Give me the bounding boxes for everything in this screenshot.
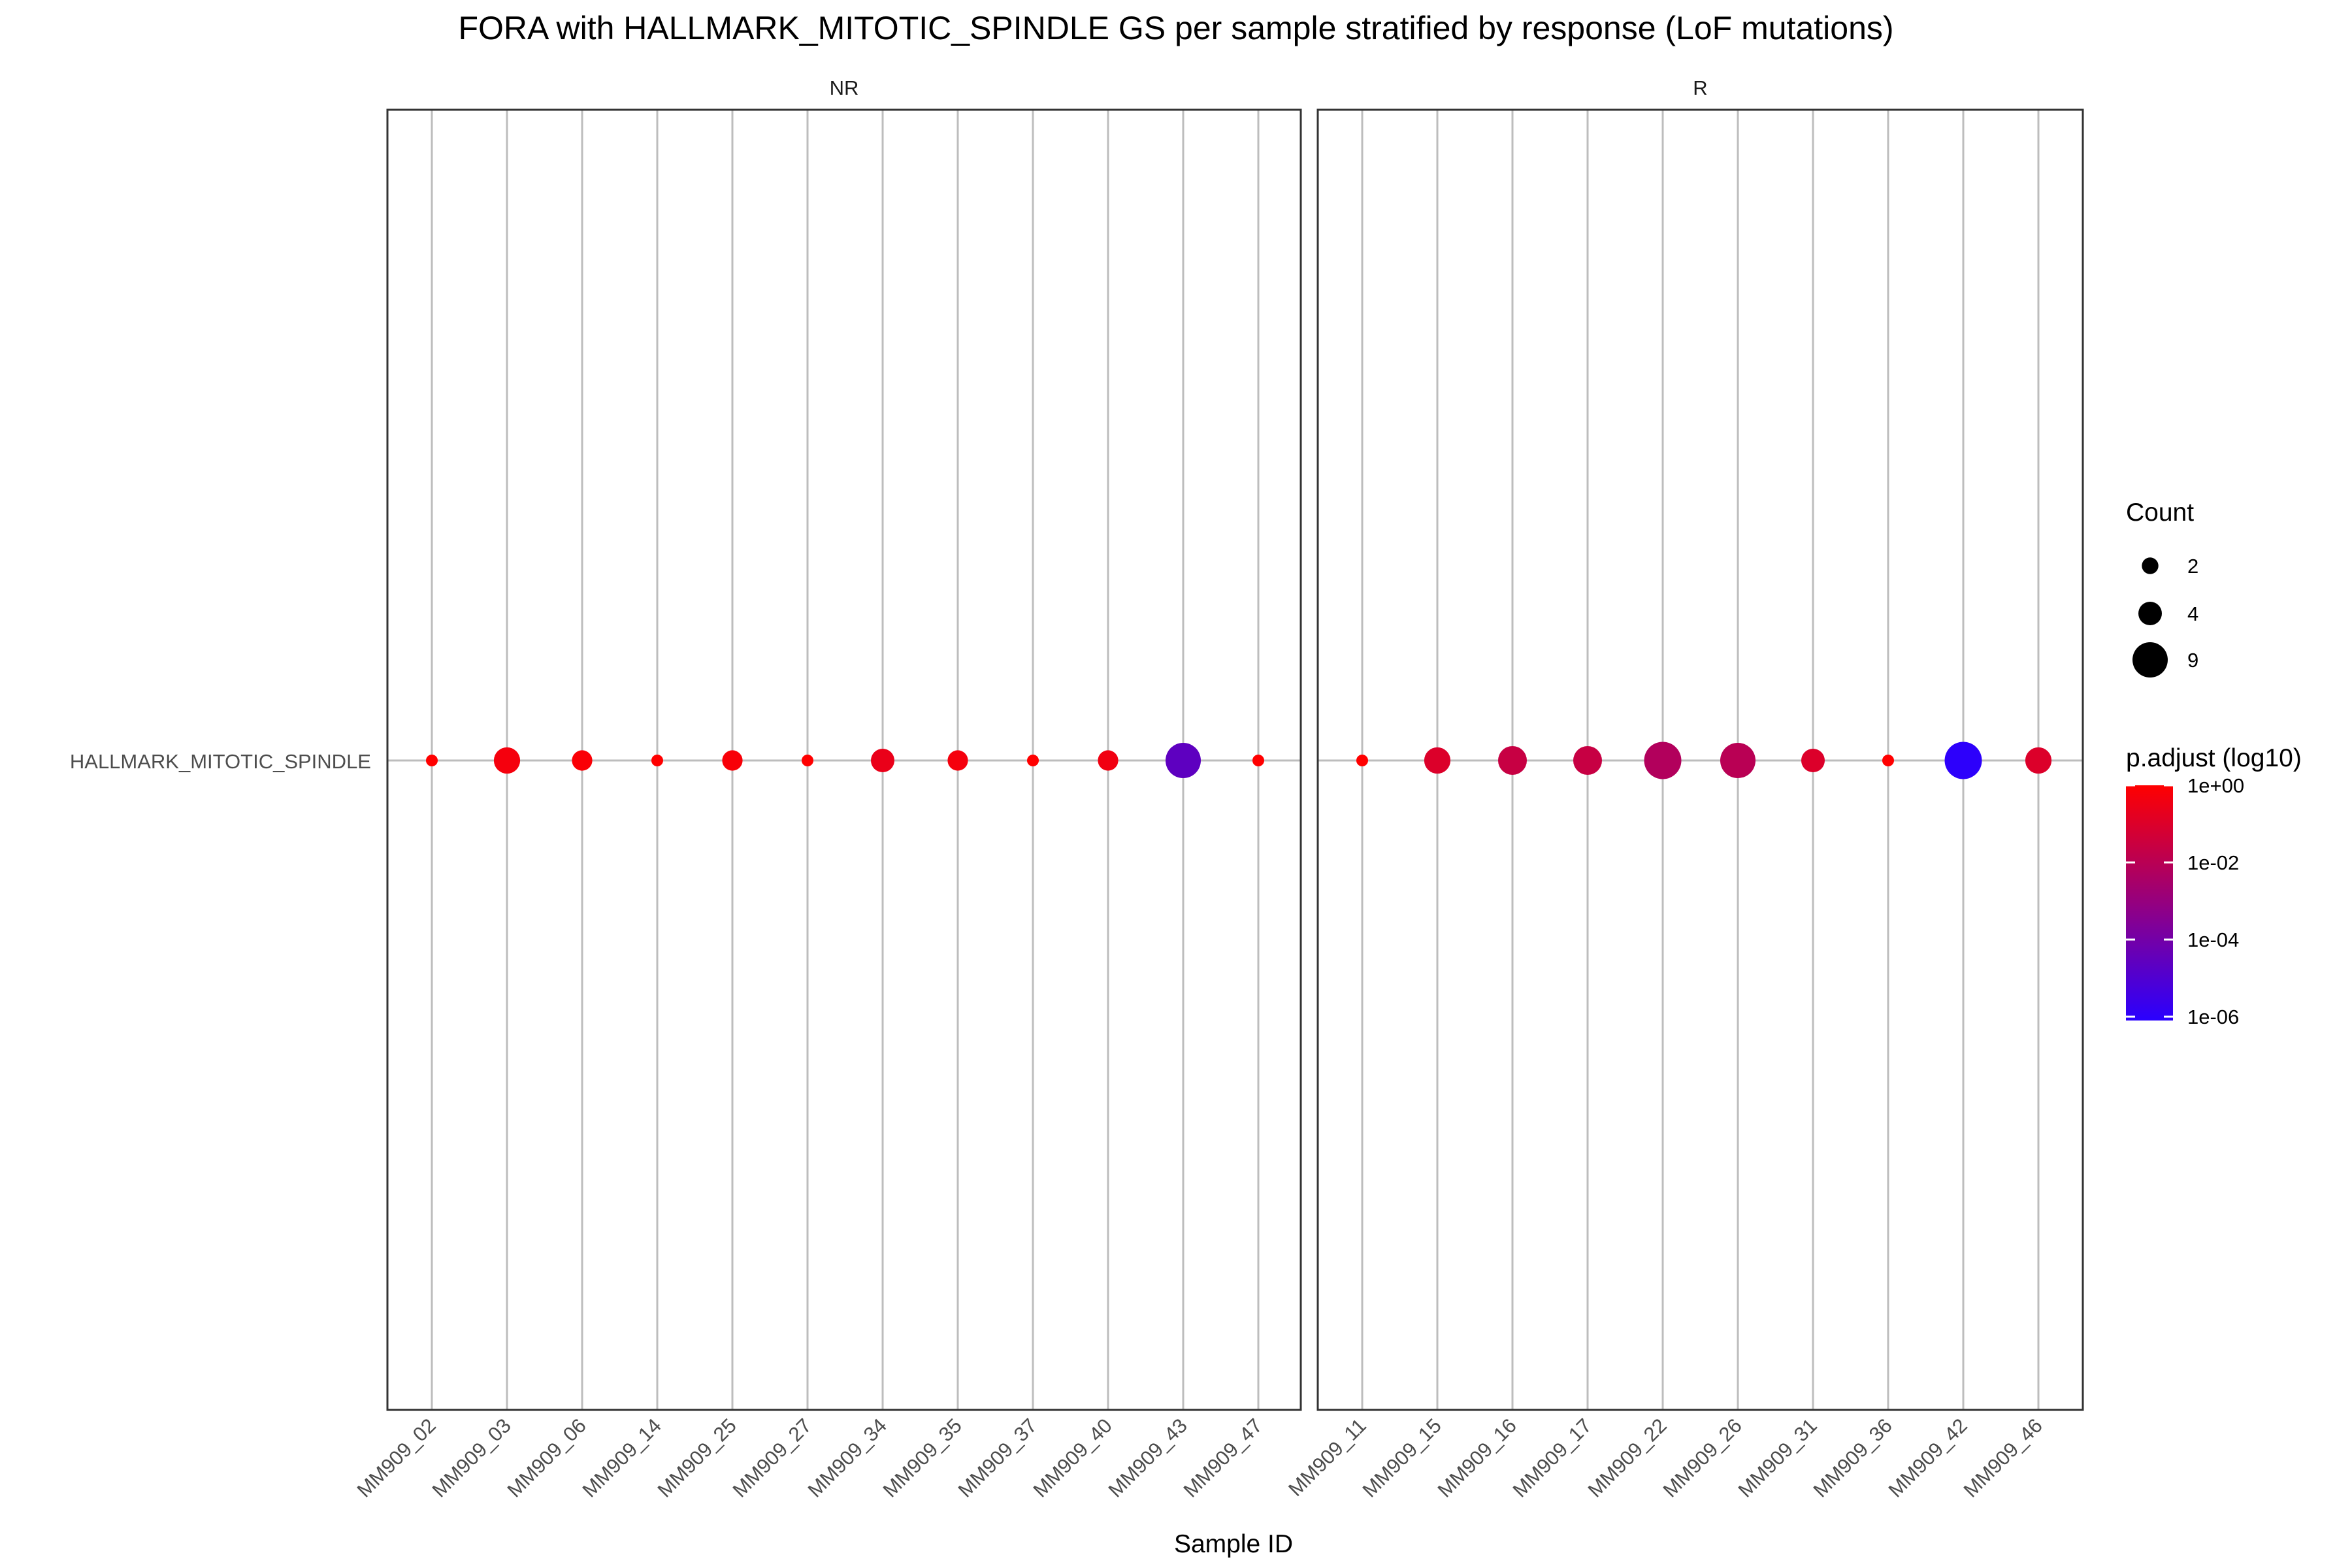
data-point-mm909-34 — [871, 749, 894, 772]
x-tick-label: MM909_35 — [879, 1414, 966, 1501]
data-point-mm909-35 — [947, 750, 968, 771]
data-point-mm909-42 — [1944, 742, 1982, 779]
size-legend-label: 4 — [2187, 602, 2198, 625]
size-legend-key — [2138, 602, 2162, 625]
x-tick-label: MM909_46 — [1959, 1414, 2047, 1501]
panels-layer: NRMM909_02MM909_03MM909_06MM909_14MM909_… — [353, 76, 2084, 1502]
x-tick-label: MM909_25 — [653, 1414, 741, 1501]
colorbar-label: 1e-04 — [2187, 928, 2239, 951]
data-point-mm909-17 — [1573, 746, 1602, 775]
size-legend-items: 2 4 9 — [2132, 555, 2198, 678]
x-tick-label: MM909_31 — [1734, 1414, 1821, 1501]
x-tick-label: MM909_26 — [1659, 1414, 1746, 1501]
colorbar — [2126, 785, 2173, 1021]
data-point-mm909-25 — [722, 750, 743, 771]
data-point-mm909-22 — [1644, 742, 1682, 779]
x-tick-label: MM909_06 — [503, 1414, 591, 1501]
x-axis-title: Sample ID — [1174, 1530, 1293, 1558]
data-point-mm909-43 — [1166, 743, 1201, 778]
x-tick-label: MM909_40 — [1029, 1414, 1117, 1501]
color-legend-title: p.adjust (log10) — [2126, 744, 2302, 772]
facet-panel-r: RMM909_11MM909_15MM909_16MM909_17MM909_2… — [1284, 76, 2084, 1502]
chart-title: FORA with HALLMARK_MITOTIC_SPINDLE GS pe… — [458, 10, 1893, 46]
facet-strip-label: R — [1693, 76, 1707, 99]
data-point-mm909-02 — [426, 755, 438, 766]
size-legend-label: 9 — [2187, 649, 2198, 672]
size-legend-key — [2142, 557, 2159, 574]
data-point-mm909-16 — [1498, 746, 1527, 775]
facet-panel-nr: NRMM909_02MM909_03MM909_06MM909_14MM909_… — [353, 76, 1302, 1502]
panel-border — [1316, 108, 2084, 1411]
x-tick-label: MM909_42 — [1884, 1414, 1972, 1501]
data-point-mm909-37 — [1027, 755, 1039, 766]
x-tick-label: MM909_47 — [1179, 1414, 1267, 1501]
data-point-mm909-15 — [1424, 747, 1451, 774]
data-point-mm909-11 — [1356, 755, 1368, 766]
x-tick-label: MM909_43 — [1104, 1414, 1192, 1501]
colorbar-label: 1e-02 — [2187, 851, 2239, 874]
data-point-mm909-36 — [1882, 755, 1894, 766]
data-point-mm909-26 — [1720, 743, 1756, 778]
size-legend-title: Count — [2126, 498, 2194, 527]
x-tick-label: MM909_17 — [1509, 1414, 1596, 1501]
facet-strip-label: NR — [830, 76, 859, 99]
panel-border — [386, 108, 1302, 1411]
data-point-mm909-14 — [651, 755, 663, 766]
x-tick-label: MM909_36 — [1809, 1414, 1897, 1501]
x-tick-label: MM909_03 — [428, 1414, 515, 1501]
size-legend-label: 2 — [2187, 555, 2198, 578]
x-tick-label: MM909_02 — [353, 1414, 440, 1501]
data-point-mm909-47 — [1252, 755, 1264, 766]
x-tick-label: MM909_37 — [954, 1414, 1041, 1501]
data-point-mm909-46 — [2025, 747, 2052, 774]
x-tick-label: MM909_27 — [728, 1414, 816, 1501]
x-tick-label: MM909_34 — [804, 1414, 891, 1501]
data-point-mm909-31 — [1801, 749, 1825, 772]
x-tick-label: MM909_15 — [1358, 1414, 1446, 1501]
x-tick-label: MM909_16 — [1433, 1414, 1521, 1501]
x-tick-label: MM909_22 — [1584, 1414, 1671, 1501]
x-tick-label: MM909_11 — [1284, 1414, 1371, 1501]
data-point-mm909-27 — [802, 755, 813, 766]
size-legend-key — [2132, 642, 2168, 678]
data-point-mm909-40 — [1098, 750, 1119, 771]
legend: Count 2 4 9 p.adjust (log10) 1e+00 1e-02 1e-… — [2126, 498, 2302, 1028]
data-point-mm909-03 — [493, 747, 521, 774]
y-tick-label: HALLMARK_MITOTIC_SPINDLE — [70, 750, 371, 773]
colorbar-label: 1e-06 — [2187, 1005, 2239, 1028]
colorbar-label: 1e+00 — [2187, 774, 2244, 797]
data-point-mm909-06 — [572, 750, 593, 771]
x-tick-label: MM909_14 — [578, 1414, 666, 1501]
colorbar-ticks: 1e+00 1e-02 1e-04 1e-06 — [2126, 774, 2244, 1028]
